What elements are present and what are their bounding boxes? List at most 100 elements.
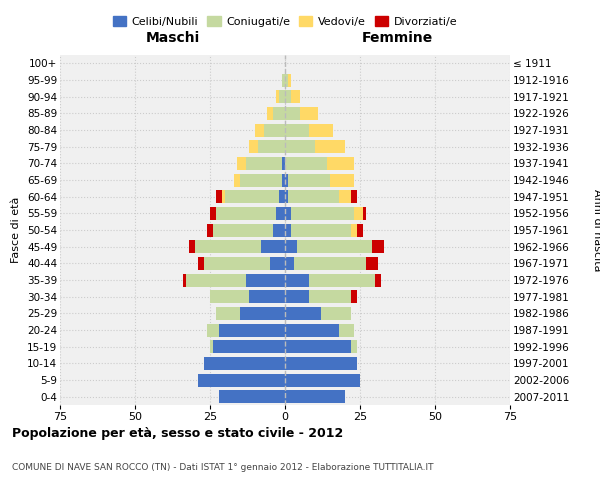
- Text: COMUNE DI NAVE SAN ROCCO (TN) - Dati ISTAT 1° gennaio 2012 - Elaborazione TUTTIT: COMUNE DI NAVE SAN ROCCO (TN) - Dati IST…: [12, 462, 433, 471]
- Bar: [183, 274, 186, 286]
- Bar: [210, 207, 216, 220]
- Bar: [261, 240, 285, 253]
- Bar: [198, 374, 285, 386]
- Bar: [285, 357, 357, 370]
- Bar: [273, 224, 285, 236]
- Bar: [285, 140, 315, 153]
- Bar: [213, 224, 273, 236]
- Bar: [351, 224, 357, 236]
- Bar: [315, 140, 345, 153]
- Bar: [258, 140, 285, 153]
- Bar: [285, 224, 291, 236]
- Bar: [210, 290, 249, 303]
- Bar: [285, 207, 291, 220]
- Bar: [246, 157, 282, 170]
- Bar: [198, 257, 204, 270]
- Bar: [210, 340, 213, 353]
- Bar: [282, 74, 285, 86]
- Bar: [288, 190, 339, 203]
- Bar: [300, 107, 318, 120]
- Bar: [294, 257, 366, 270]
- Bar: [225, 190, 279, 203]
- Bar: [216, 190, 222, 203]
- Bar: [186, 274, 246, 286]
- Bar: [285, 174, 288, 186]
- Bar: [204, 357, 285, 370]
- Text: Anni di nascita: Anni di nascita: [592, 188, 600, 271]
- Bar: [195, 240, 261, 253]
- Bar: [285, 290, 309, 303]
- Bar: [207, 324, 219, 336]
- Bar: [291, 90, 300, 103]
- Legend: Celibi/Nubili, Coniugati/e, Vedovi/e, Divorziati/e: Celibi/Nubili, Coniugati/e, Vedovi/e, Di…: [109, 12, 461, 31]
- Bar: [204, 257, 270, 270]
- Text: Maschi: Maschi: [145, 31, 200, 45]
- Bar: [285, 124, 309, 136]
- Bar: [288, 74, 291, 86]
- Bar: [213, 340, 285, 353]
- Bar: [285, 107, 300, 120]
- Bar: [267, 107, 273, 120]
- Bar: [285, 307, 321, 320]
- Bar: [327, 157, 354, 170]
- Bar: [351, 290, 357, 303]
- Bar: [240, 307, 285, 320]
- Bar: [279, 190, 285, 203]
- Bar: [330, 174, 354, 186]
- Bar: [222, 190, 225, 203]
- Bar: [279, 90, 285, 103]
- Bar: [207, 224, 213, 236]
- Bar: [219, 324, 285, 336]
- Bar: [372, 240, 384, 253]
- Bar: [276, 207, 285, 220]
- Bar: [291, 224, 351, 236]
- Bar: [285, 74, 288, 86]
- Bar: [351, 340, 357, 353]
- Y-axis label: Fasce di età: Fasce di età: [11, 197, 22, 263]
- Bar: [357, 224, 363, 236]
- Bar: [219, 390, 285, 403]
- Bar: [351, 190, 357, 203]
- Bar: [216, 207, 276, 220]
- Bar: [273, 107, 285, 120]
- Bar: [288, 174, 330, 186]
- Bar: [246, 274, 285, 286]
- Bar: [264, 124, 285, 136]
- Bar: [282, 174, 285, 186]
- Bar: [249, 140, 258, 153]
- Text: Femmine: Femmine: [362, 31, 433, 45]
- Bar: [321, 307, 351, 320]
- Bar: [285, 324, 339, 336]
- Bar: [237, 157, 246, 170]
- Bar: [297, 240, 372, 253]
- Text: Popolazione per età, sesso e stato civile - 2012: Popolazione per età, sesso e stato civil…: [12, 428, 343, 440]
- Bar: [270, 257, 285, 270]
- Bar: [354, 207, 363, 220]
- Bar: [309, 124, 333, 136]
- Bar: [339, 190, 351, 203]
- Bar: [285, 390, 345, 403]
- Bar: [285, 157, 327, 170]
- Bar: [375, 274, 381, 286]
- Bar: [234, 174, 240, 186]
- Bar: [240, 174, 282, 186]
- Bar: [249, 290, 285, 303]
- Bar: [309, 274, 375, 286]
- Bar: [291, 207, 354, 220]
- Bar: [363, 207, 366, 220]
- Bar: [285, 374, 360, 386]
- Bar: [285, 340, 351, 353]
- Bar: [366, 257, 378, 270]
- Bar: [189, 240, 195, 253]
- Bar: [285, 274, 309, 286]
- Bar: [255, 124, 264, 136]
- Bar: [339, 324, 354, 336]
- Bar: [282, 157, 285, 170]
- Bar: [285, 190, 288, 203]
- Bar: [285, 240, 297, 253]
- Bar: [309, 290, 351, 303]
- Bar: [285, 90, 291, 103]
- Bar: [285, 257, 294, 270]
- Bar: [276, 90, 279, 103]
- Bar: [216, 307, 240, 320]
